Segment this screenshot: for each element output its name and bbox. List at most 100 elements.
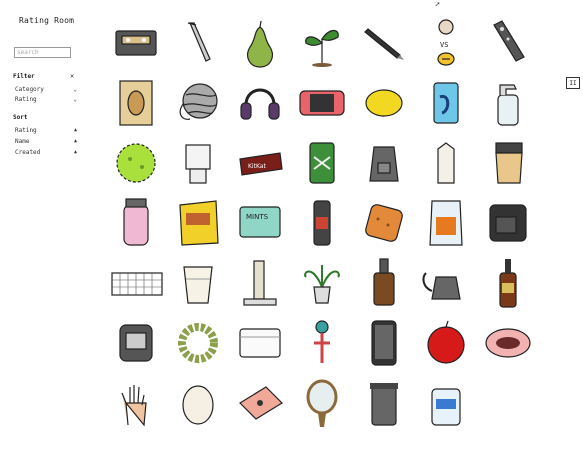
- chevron-down-icon: ⌄: [73, 96, 77, 103]
- chevron-down-icon: ⌄: [73, 86, 77, 93]
- item-thermos[interactable]: [292, 193, 352, 251]
- item-blue-can[interactable]: [416, 73, 476, 131]
- item-gooseneck-kettle[interactable]: [416, 253, 476, 311]
- item-pink-laptop[interactable]: [230, 373, 290, 431]
- face-vs-bee-illustration: VS: [437, 19, 455, 66]
- spray-bottle-illustration: [497, 84, 519, 126]
- item-glass-of-milk[interactable]: [168, 253, 228, 311]
- sort-name[interactable]: Name ▲: [15, 138, 77, 145]
- hiking-backpack-illustration: [369, 146, 399, 182]
- white-box-illustration: [239, 328, 281, 358]
- item-watch[interactable]: [106, 313, 166, 371]
- peanut-bag-illustration: [119, 80, 153, 126]
- item-kendama[interactable]: [292, 313, 352, 371]
- item-headphones[interactable]: [230, 73, 290, 131]
- item-hot-sauce[interactable]: [478, 253, 538, 311]
- thermos-illustration: [313, 200, 331, 246]
- item-snack-bag[interactable]: [416, 193, 476, 251]
- plant-sprout-illustration: [305, 29, 339, 67]
- item-yarn-ball[interactable]: [168, 73, 228, 131]
- hand-mirror-illustration: [306, 379, 338, 427]
- filter-rating[interactable]: Rating ⌄: [15, 96, 77, 103]
- item-egg[interactable]: [168, 373, 228, 431]
- headphones-illustration: [240, 88, 280, 120]
- candy-bar-illustration: KitKat: [239, 152, 283, 176]
- item-water-bottle[interactable]: [106, 193, 166, 251]
- item-green-can[interactable]: [292, 133, 352, 191]
- item-pear[interactable]: [230, 13, 290, 71]
- item-pen[interactable]: [354, 13, 414, 71]
- item-scratching-post[interactable]: [230, 253, 290, 311]
- scratching-post-illustration: [243, 260, 277, 306]
- egg-illustration: [182, 385, 214, 425]
- sort-rating-label: Rating: [15, 127, 37, 134]
- item-pet-bed[interactable]: [478, 313, 538, 371]
- item-wreath[interactable]: [168, 313, 228, 371]
- chips-bag-illustration: [179, 200, 219, 246]
- sort-up-icon: ▲: [73, 127, 77, 133]
- item-keyboard[interactable]: [106, 253, 166, 311]
- item-white-box[interactable]: [230, 313, 290, 371]
- item-trash-can[interactable]: [354, 373, 414, 431]
- water-bottle-illustration: [123, 198, 149, 246]
- item-face-vs-bee[interactable]: VS: [416, 13, 476, 71]
- item-candy-bar[interactable]: KitKat: [230, 133, 290, 191]
- sort-rating[interactable]: Rating ▲: [15, 127, 77, 134]
- item-brown-bottle[interactable]: [354, 253, 414, 311]
- filter-rating-label: Rating: [15, 96, 37, 103]
- allen-key-illustration: [187, 22, 211, 62]
- tv-remote-illustration: [493, 20, 525, 62]
- svg-text:MINTS: MINTS: [246, 213, 269, 221]
- mints-tin-illustration: MINTS: [239, 206, 281, 238]
- item-chips-bag[interactable]: [168, 193, 228, 251]
- item-cracker[interactable]: [354, 193, 414, 251]
- sort-up-icon: ▲: [73, 149, 77, 155]
- item-nintendo-switch[interactable]: [292, 73, 352, 131]
- potted-plant-illustration: [304, 265, 340, 304]
- cracker-illustration: [365, 204, 403, 242]
- blue-can-illustration: [433, 82, 459, 124]
- pause-button[interactable]: II: [566, 77, 580, 89]
- item-plant-sprout[interactable]: [292, 13, 352, 71]
- watch-illustration: [119, 324, 153, 362]
- nintendo-switch-illustration: [299, 90, 345, 116]
- sort-up-icon: ▲: [73, 138, 77, 144]
- wipes-tub-illustration: [431, 388, 461, 426]
- item-green-bath-bomb[interactable]: [106, 133, 166, 191]
- item-peanut-bag[interactable]: [106, 73, 166, 131]
- item-milk-carton[interactable]: [416, 133, 476, 191]
- filter-category[interactable]: Category ⌄: [15, 86, 77, 93]
- sort-name-label: Name: [15, 138, 30, 145]
- tape-cassette-illustration: [115, 30, 157, 56]
- item-spray-bottle[interactable]: [478, 73, 538, 131]
- item-mints-tin[interactable]: MINTS: [230, 193, 290, 251]
- sidebar: Rating Room Filter ✕ Category ⌄ Rating ⌄…: [0, 0, 92, 452]
- milk-carton-illustration: [437, 142, 455, 184]
- item-lemon[interactable]: [354, 73, 414, 131]
- wreath-illustration: [178, 323, 218, 363]
- close-icon[interactable]: ✕: [70, 72, 75, 80]
- item-air-fryer[interactable]: [478, 193, 538, 251]
- sort-created[interactable]: Created ▲: [15, 149, 77, 156]
- air-fryer-illustration: [489, 204, 527, 242]
- item-wipes-tub[interactable]: [416, 373, 476, 431]
- search-input[interactable]: [14, 47, 71, 58]
- item-tape-cassette[interactable]: [106, 13, 166, 71]
- green-can-illustration: [309, 142, 335, 184]
- item-red-apple[interactable]: [416, 313, 476, 371]
- item-smartphone[interactable]: [354, 313, 414, 371]
- kendama-illustration: [314, 320, 330, 363]
- sort-heading: Sort: [13, 114, 28, 121]
- smartphone-illustration: [371, 320, 397, 366]
- green-bath-bomb-illustration: [116, 143, 156, 183]
- item-allen-key[interactable]: [168, 13, 228, 71]
- item-lamp[interactable]: [168, 133, 228, 191]
- item-tv-remote[interactable]: [478, 13, 538, 71]
- svg-text:VS: VS: [440, 41, 448, 49]
- item-potted-plant[interactable]: [292, 253, 352, 311]
- hot-sauce-illustration: [499, 259, 517, 308]
- item-hand[interactable]: [106, 373, 166, 431]
- item-coffee-maker[interactable]: [478, 133, 538, 191]
- item-hiking-backpack[interactable]: [354, 133, 414, 191]
- item-hand-mirror[interactable]: [292, 373, 352, 431]
